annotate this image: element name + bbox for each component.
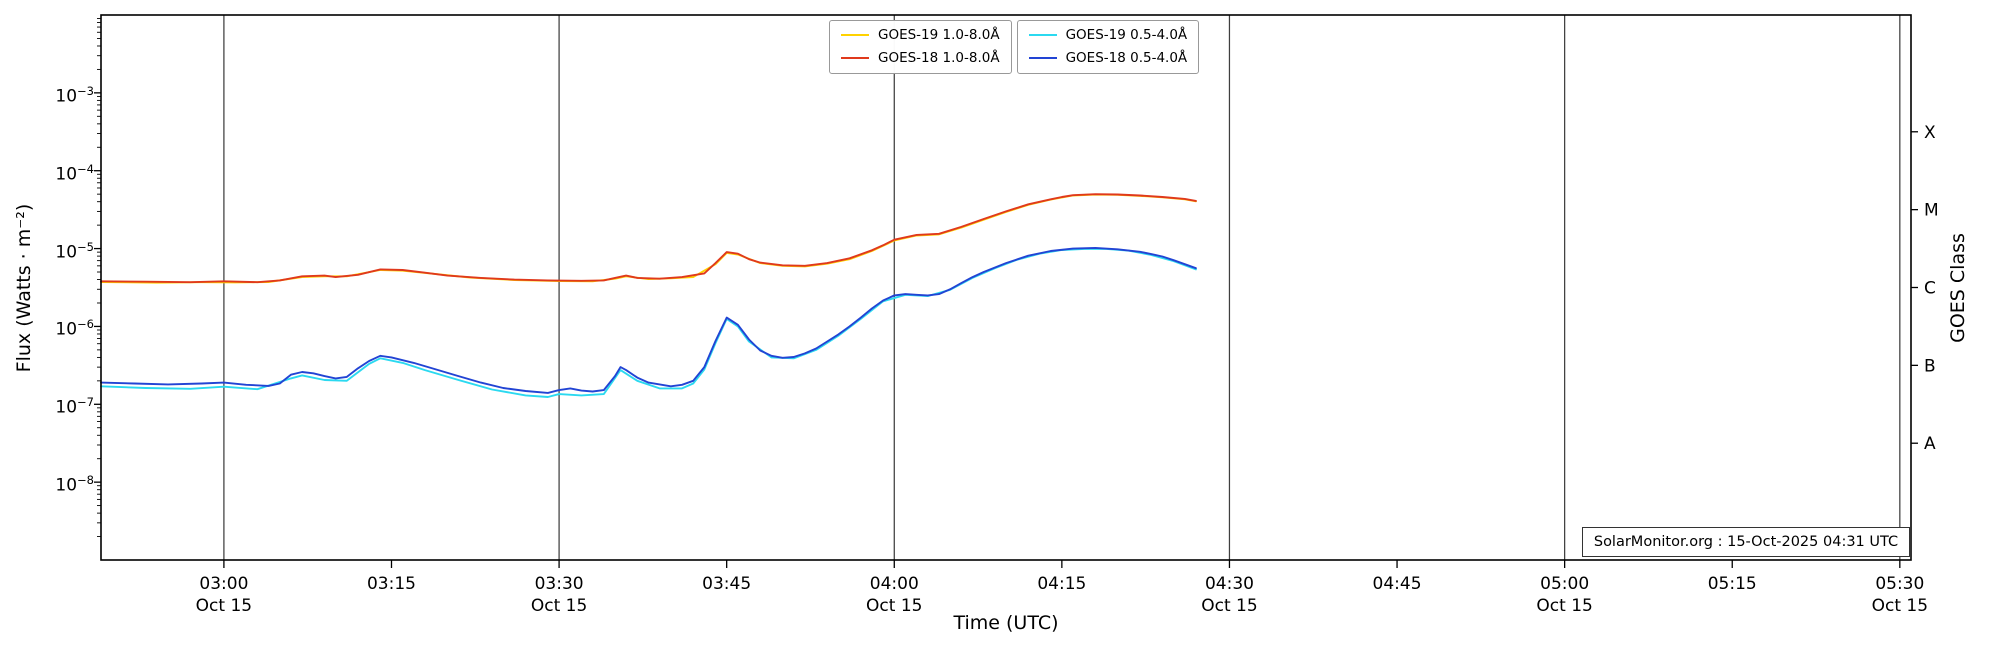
- series-line-1: [100, 193, 1197, 284]
- legend-line-swatch-goes18-short: [1028, 57, 1057, 60]
- x-tick-label: 04:15: [1037, 574, 1086, 594]
- x-tick-label: 04:45: [1373, 574, 1422, 594]
- legend-entry-goes18-short: GOES-18 0.5-4.0Å: [1028, 49, 1188, 66]
- series-line-0: [100, 193, 1197, 284]
- right-axis-title: GOES Class: [1947, 233, 1969, 343]
- goes-class-letter: X: [1924, 123, 1936, 143]
- legend-label: GOES-19 0.5-4.0Å: [1065, 27, 1188, 43]
- goes-class-letter: C: [1924, 279, 1936, 299]
- legend: GOES-19 1.0-8.0Å GOES-18 1.0-8.0Å GOES-1…: [829, 20, 1200, 74]
- x-tick-label: 04:30: [1205, 574, 1254, 594]
- legend-entry-goes19-long: GOES-19 1.0-8.0Å: [841, 28, 1000, 43]
- legend-label: GOES-18 1.0-8.0Å: [878, 49, 1000, 66]
- x-tick-label: 05:30: [1875, 574, 1924, 594]
- series-line-2: [100, 247, 1197, 398]
- watermark-solarmonitor: SolarMonitor.org : 15-Oct-2025 04:31 UTC: [1582, 527, 1910, 557]
- goes-class-letter: A: [1924, 434, 1936, 454]
- series-lines: [100, 193, 1197, 398]
- x-tick-date-label: Oct 15: [531, 596, 587, 616]
- x-tick-date-label: Oct 15: [1536, 596, 1592, 616]
- legend-label: GOES-18 0.5-4.0Å: [1065, 49, 1188, 66]
- x-tick-date-label: Oct 15: [196, 596, 252, 616]
- goes-class-letter: M: [1924, 201, 1939, 221]
- legend-line-swatch-goes19-short: [1028, 34, 1057, 37]
- x-tick-label: 04:00: [870, 574, 919, 594]
- gridlines: [223, 15, 1901, 560]
- x-tick-date-label: Oct 15: [1201, 596, 1257, 616]
- legend-entry-goes18-long: GOES-18 1.0-8.0Å: [841, 49, 1000, 66]
- legend-box-short-channel: GOES-19 0.5-4.0Å GOES-18 0.5-4.0Å: [1016, 20, 1200, 74]
- x-tick-label: 03:30: [535, 574, 584, 594]
- legend-line-swatch-goes19-long: [841, 34, 869, 37]
- legend-label: GOES-19 1.0-8.0Å: [878, 27, 1000, 43]
- x-axis-title: Time (UTC): [953, 612, 1059, 634]
- series-line-3: [100, 246, 1197, 394]
- legend-entry-goes19-short: GOES-19 0.5-4.0Å: [1028, 27, 1188, 43]
- x-tick-label: 03:15: [367, 574, 416, 594]
- legend-line-swatch-goes18-long: [841, 57, 869, 60]
- x-tick-date-label: Oct 15: [1872, 596, 1928, 616]
- x-tick-date-label: Oct 15: [866, 596, 922, 616]
- x-tick-label: 03:00: [199, 574, 248, 594]
- y-axis-title: Flux (Watts · m⁻²): [13, 203, 35, 373]
- legend-box-long-channel: GOES-19 1.0-8.0Å GOES-18 1.0-8.0Å: [829, 20, 1012, 74]
- x-tick-label: 05:00: [1540, 574, 1589, 594]
- plot-frame: [100, 14, 1912, 561]
- x-tick-label: 05:15: [1708, 574, 1757, 594]
- x-tick-label: 03:45: [702, 574, 751, 594]
- goes-class-letter: B: [1924, 356, 1936, 376]
